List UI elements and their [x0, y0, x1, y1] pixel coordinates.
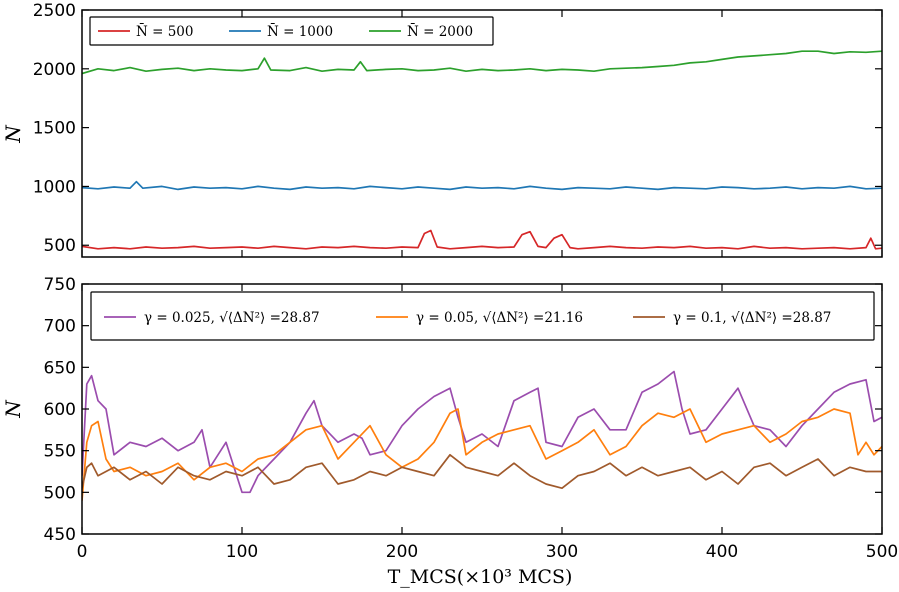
legend-label-n500: N̄ = 500 — [136, 24, 193, 40]
x-tick-label: 400 — [706, 542, 738, 562]
x-tick-label: 100 — [226, 542, 258, 562]
x-tick-label: 0 — [77, 542, 88, 562]
y-tick-label: 700 — [44, 317, 76, 337]
y-tick-label: 2000 — [33, 60, 76, 80]
top-y-ticks: 500 1000 1500 2000 2500 — [33, 1, 883, 257]
top-plot-frame — [81, 9, 883, 258]
bottom-x-axis-label: T_MCS(×10³ MCS) — [388, 566, 573, 588]
y-tick-label: 600 — [44, 400, 76, 420]
bottom-y-axis-label: N — [1, 399, 25, 419]
bottom-y-ticks: 450 500 550 600 650 700 750 — [44, 275, 882, 545]
top-series-group — [82, 50, 882, 250]
y-tick-label: 1500 — [33, 119, 76, 139]
series-line-1-2 — [82, 453, 882, 490]
top-y-axis-label: N — [1, 124, 25, 144]
y-tick-label: 2500 — [33, 1, 76, 21]
y-tick-label: 450 — [44, 525, 76, 545]
x-tick-label: 300 — [546, 542, 578, 562]
y-tick-label: 1000 — [33, 177, 76, 197]
top-panel: 500 1000 1500 2000 2500 N N̄ = 500 N̄ = 1000… — [1, 1, 883, 258]
bottom-series-group — [82, 370, 882, 501]
x-tick-label: 500 — [866, 542, 898, 562]
series-line-1-0 — [82, 370, 882, 494]
bottom-legend-box — [90, 291, 875, 341]
legend-label-gamma-005: γ = 0.05, √⟨ΔN²⟩ =21.16 — [416, 310, 583, 326]
y-tick-label: 500 — [44, 236, 76, 256]
x-tick-label: 200 — [386, 542, 418, 562]
top-legend-box — [89, 16, 494, 46]
legend-label-gamma-01: γ = 0.1, √⟨ΔN²⟩ =28.87 — [673, 310, 831, 326]
y-tick-label: 750 — [44, 275, 76, 295]
top-legend: N̄ = 500 N̄ = 1000 N̄ = 2000 — [89, 16, 494, 46]
bottom-panel: 450 500 550 600 650 700 750 0 100 200 300 400 500 N… — [1, 275, 898, 588]
series-line-1-1 — [82, 408, 882, 501]
legend-label-gamma-0025: γ = 0.025, √⟨ΔN²⟩ =28.87 — [144, 310, 320, 326]
legend-label-n2000: N̄ = 2000 — [407, 24, 473, 40]
bottom-x-ticks: 0 100 200 300 400 500 — [77, 284, 898, 562]
series-line-0-2 — [82, 50, 882, 75]
bottom-legend: γ = 0.025, √⟨ΔN²⟩ =28.87 γ = 0.05, √⟨ΔN²… — [90, 291, 875, 341]
y-tick-label: 650 — [44, 358, 76, 378]
series-line-0-1 — [82, 180, 882, 191]
y-tick-label: 550 — [44, 442, 76, 462]
series-line-0-0 — [82, 229, 882, 250]
y-tick-label: 500 — [44, 483, 76, 503]
legend-label-n1000: N̄ = 1000 — [267, 24, 333, 40]
